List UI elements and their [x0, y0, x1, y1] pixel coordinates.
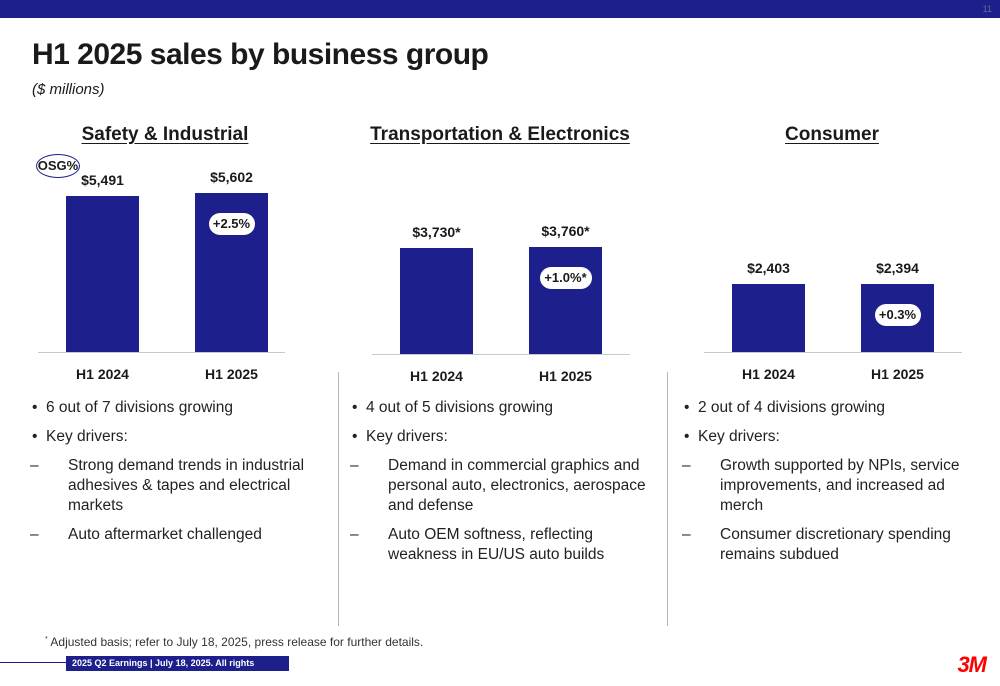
bar-value-label: $3,730* — [412, 224, 461, 240]
bullet-item: 6 out of 7 divisions growing — [30, 398, 330, 418]
column-divider — [667, 372, 668, 626]
x-axis-label: H1 2025 — [539, 368, 592, 384]
chart-baseline — [704, 352, 962, 353]
bar-value-label: $2,403 — [747, 260, 790, 276]
top-rule — [0, 17, 1000, 18]
page-subtitle: ($ millions) — [32, 81, 105, 98]
sub-bullet-item: Demand in commercial graphics and person… — [350, 456, 660, 516]
bullet-item: 2 out of 4 divisions growing — [682, 398, 992, 418]
bar-value-label: $2,394 — [876, 260, 919, 276]
chart-baseline — [38, 352, 285, 353]
3m-logo: 3M — [957, 652, 987, 677]
footnote-mark: * — [45, 636, 48, 643]
osg-badge: OSG% — [36, 154, 80, 178]
x-axis-label: H1 2025 — [871, 366, 924, 382]
growth-badge: +2.5% — [208, 213, 255, 235]
top-bar — [0, 0, 1000, 17]
panel-transportation-electronics: Transportation & Electronics 4 out of 5 … — [340, 118, 660, 638]
bar-value-label: $5,491 — [81, 172, 124, 188]
panel-bullets: 2 out of 4 divisions growing Key drivers… — [682, 398, 992, 574]
panel-consumer: Consumer 2 out of 4 divisions growing Ke… — [672, 118, 992, 638]
bar-h1-2024 — [66, 196, 139, 352]
sub-bullet-item: Strong demand trends in industrial adhes… — [30, 456, 330, 516]
column-divider — [338, 372, 339, 626]
x-axis-label: H1 2024 — [76, 366, 129, 382]
growth-badge: +0.3% — [874, 304, 921, 326]
chart-baseline — [372, 354, 630, 355]
sub-bullet-item: Consumer discretionary spending remains … — [682, 525, 992, 565]
sub-bullet-item: Auto OEM softness, reflecting weakness i… — [350, 525, 660, 565]
bar-value-label: $3,760* — [541, 223, 590, 239]
sub-bullet-item: Growth supported by NPIs, service improv… — [682, 456, 992, 516]
bar-h1-2025 — [529, 247, 602, 354]
bullet-item: 4 out of 5 divisions growing — [350, 398, 660, 418]
page-number: 11 — [982, 4, 992, 14]
panel-safety-industrial: Safety & Industrial OSG% 6 out of 7 divi… — [5, 118, 325, 638]
x-axis-label: H1 2024 — [410, 368, 463, 384]
footnote-text: Adjusted basis; refer to July 18, 2025, … — [47, 635, 424, 649]
sub-bullet-item: Auto aftermarket challenged — [30, 525, 330, 545]
panel-bullets: 4 out of 5 divisions growing Key drivers… — [350, 398, 660, 574]
group-title: Safety & Industrial — [81, 124, 249, 145]
bar-h1-2024 — [732, 284, 805, 352]
x-axis-label: H1 2024 — [742, 366, 795, 382]
bullet-item: Key drivers: — [350, 427, 660, 447]
bar-h1-2024 — [400, 248, 473, 354]
panel-bullets: 6 out of 7 divisions growing Key drivers… — [30, 398, 330, 554]
growth-badge: +1.0%* — [539, 267, 592, 289]
page-title: H1 2025 sales by business group — [32, 38, 489, 71]
x-axis-label: H1 2025 — [205, 366, 258, 382]
footer-label: 2025 Q2 Earnings | July 18, 2025. All ri… — [66, 656, 289, 683]
bullet-item: Key drivers: — [30, 427, 330, 447]
bullet-item: Key drivers: — [682, 427, 992, 447]
footer-rule — [0, 662, 66, 663]
group-title: Consumer — [785, 124, 879, 145]
bar-value-label: $5,602 — [210, 169, 253, 185]
group-title: Transportation & Electronics — [370, 124, 630, 145]
footnote: * Adjusted basis; refer to July 18, 2025… — [45, 635, 423, 649]
